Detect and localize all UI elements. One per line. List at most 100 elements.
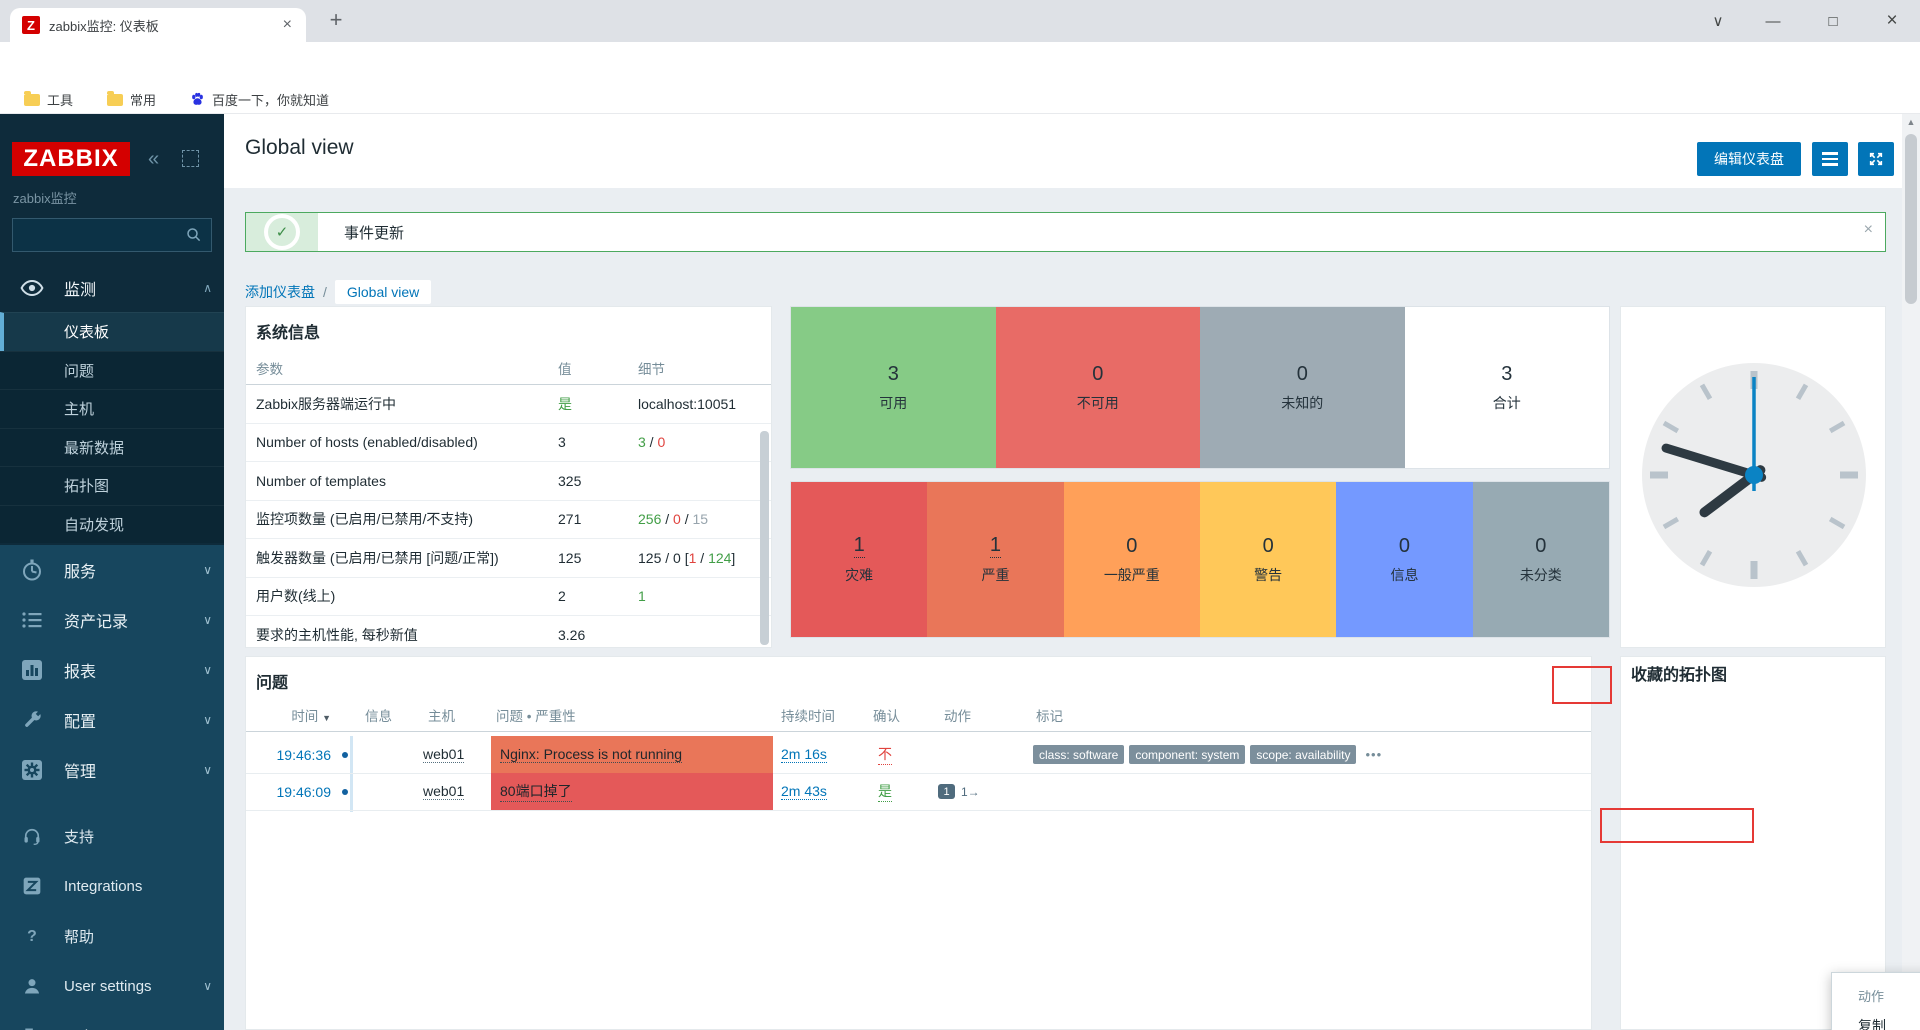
widget-scrollbar[interactable] [760,431,769,645]
sidebar-footer-User settings[interactable]: User settings ∨ [0,961,224,1011]
system-info-row: Number of templates 325 [246,462,771,501]
sidebar-item-自动发现[interactable]: 自动发现 [0,504,224,543]
cell-value: 0 [1092,362,1104,385]
severity-cell-灾难: 1 灾难 [791,482,928,637]
sidebar-item-仪表板[interactable]: 仪表板 [0,312,224,351]
edit-dashboard-button[interactable]: 编辑仪表盘 [1697,142,1801,176]
clock-widget [1620,306,1886,648]
browser-titlebar: Z zabbix监控: 仪表板 × + ∨ — □ × [0,0,1920,42]
system-info-title: 系统信息 [256,325,321,342]
wrench-icon [20,708,44,732]
menu-item-复制[interactable]: 复制 [1858,1018,1886,1030]
sidebar-search-input[interactable] [12,218,212,252]
problems-widget: 问题 时间 ▼ 信息 主机 问题 • 严重性 持续时间 确认 动作 标记 19:46:36 we… [245,656,1592,1030]
sidebar-section-资产记录[interactable]: 资产记录 ∨ [0,595,224,645]
breadcrumb-separator: / [323,284,327,300]
user-icon [22,976,42,996]
sidebar-footer-退出[interactable]: 退出 [0,1011,224,1030]
system-info-row: 触发器数量 (已启用/已禁用 [问题/正常]) 125 125 / 0 [1 / 1… [246,539,771,578]
server-name: zabbix监控 [13,191,77,206]
message-count-icon[interactable]: 1 [938,784,955,799]
tags-more-icon[interactable]: ••• [1365,747,1383,762]
dashboard-content: ✓ 事件更新 × 添加仪表盘 / Global view 系统信息 参数 值 细… [224,188,1920,1030]
value-cell: 2 [558,588,566,605]
zabbix-logo[interactable]: ZABBIX [12,142,130,176]
problem-name-link[interactable]: Nginx: Process is not running [491,736,773,773]
browser-tab[interactable]: Z zabbix监控: 仪表板 × [10,8,306,42]
timeline-dot [342,789,348,795]
system-info-row: 要求的主机性能, 每秒新值 3.26 [246,616,771,647]
details-cell: 1 [638,588,646,605]
tab-close-icon[interactable]: × [282,16,292,33]
sidebar-pin-icon[interactable] [182,150,199,167]
chevron-up-icon: ∧ [203,281,212,295]
notification-close-icon[interactable]: × [1863,221,1873,238]
sidebar-section-monitoring[interactable]: 监测 ∧ [0,268,224,308]
annotation-box-refresh-10s [1600,808,1754,843]
problem-ack-link[interactable]: 不 [878,736,892,773]
sidebar-item-主机[interactable]: 主机 [0,389,224,428]
problems-title: 问题 [256,675,289,692]
problem-name-link[interactable]: 80端口掉了 [491,773,773,810]
sidebar-section-label: 监测 [64,282,97,299]
value-cell: 325 [558,472,582,489]
param-cell: 用户数(线上) [256,588,336,605]
cell-label: 合计 [1492,394,1521,411]
page-scrollbar[interactable]: ▲ [1902,114,1920,1030]
sidebar-section-label: 服务 [64,564,97,581]
sidebar-section-管理[interactable]: 管理 ∨ [0,745,224,795]
col-2: 主机 [428,709,455,724]
dashboard-menu-button[interactable] [1812,142,1848,176]
sidebar-footer-帮助[interactable]: ? 帮助 [0,911,224,961]
problem-time-link[interactable]: 19:46:09 [276,783,332,800]
col-time[interactable]: 时间 ▼ [291,709,331,724]
bookmark-label: 常用 [130,93,157,108]
cell-value[interactable]: 1 [989,534,1002,558]
fullscreen-button[interactable] [1858,142,1894,176]
sidebar-item-最新数据[interactable]: 最新数据 [0,427,224,466]
sidebar-section-服务[interactable]: 服务 ∨ [0,545,224,595]
param-cell: 触发器数量 (已启用/已禁用 [问题/正常]) [256,549,499,566]
bookmark-item[interactable]: 常用 [107,90,156,109]
col-details: 细节 [638,361,665,377]
window-menu-icon[interactable]: ∨ [1712,13,1724,30]
tag-chip: class: software [1033,745,1125,764]
sidebar-footer-支持[interactable]: 支持 [0,811,224,861]
browser-toolbar: ← → 不安全 zbx.cn/zabbix.php?action=dashboa… [0,42,1920,122]
system-info-row: 监控项数量 (已启用/已禁用/不支持) 271 256 / 0 / 15 [246,501,771,539]
sidebar-section-配置[interactable]: 配置 ∨ [0,695,224,745]
sidebar-item-问题[interactable]: 问题 [0,350,224,389]
problem-host-link[interactable]: web01 [423,746,465,763]
details-cell: localhost:10051 [638,395,737,412]
problem-duration-link[interactable]: 2m 16s [781,746,827,763]
col-3: 问题 • 严重性 [496,709,576,724]
problem-ack-link[interactable]: 是 [878,773,892,810]
sidebar-item-拓扑图[interactable]: 拓扑图 [0,466,224,505]
cell-value: 0 [1535,534,1547,557]
cell-label: 警告 [1254,566,1283,583]
cell-value[interactable]: 1 [853,534,865,558]
problem-row: 19:46:09 web01 80端口掉了 2m 43s 是 1 1→ [246,773,1591,811]
escalation-icon[interactable]: 1→ [961,784,980,799]
sidebar-footer-label: Integrations [64,877,143,895]
sidebar-footer-Integrations[interactable]: Integrations [0,861,224,911]
bookmark-item[interactable]: 工具 [24,90,73,109]
system-info-row: Number of hosts (enabled/disabled) 3 3 / 0 [246,424,771,462]
sidebar-collapse-icon[interactable]: « [148,148,160,170]
sidebar-section-报表[interactable]: 报表 ∨ [0,645,224,695]
bookmark-item[interactable]: 百度一下，你就知道 [190,90,329,109]
scrollbar-thumb[interactable] [1905,134,1917,304]
window-maximize-icon[interactable]: □ [1828,12,1838,30]
new-tab-button[interactable]: + [329,7,343,32]
zabbix-app: ZABBIX « zabbix监控 监测 ∧ 仪表板 问题 主机 最新数据 拓扑图 自动发现… [0,114,1920,1030]
window-minimize-icon[interactable]: — [1765,12,1781,30]
problem-time-link[interactable]: 19:46:36 [276,746,332,763]
col-7: 标记 [1036,709,1063,724]
add-dashboard-link[interactable]: 添加仪表盘 [245,284,315,300]
current-dashboard-link[interactable]: Global view [334,280,432,304]
problem-host-link[interactable]: web01 [423,783,465,800]
window-close-icon[interactable]: × [1886,10,1898,31]
scrollbar-up-icon[interactable]: ▲ [1906,117,1916,127]
problem-duration-link[interactable]: 2m 43s [781,783,827,800]
